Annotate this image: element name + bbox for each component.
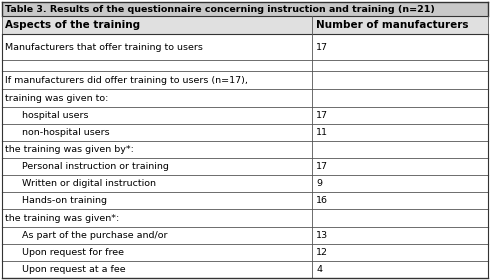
Text: the training was given*:: the training was given*: (5, 214, 119, 223)
Text: Table 3. Results of the questionnaire concerning instruction and training (n=21): Table 3. Results of the questionnaire co… (5, 4, 435, 13)
Text: 17: 17 (316, 111, 328, 120)
Bar (2, 158, 488, 175)
Text: 13: 13 (316, 231, 328, 240)
Bar (2, 124, 488, 141)
Text: 11: 11 (316, 128, 328, 137)
Text: 12: 12 (316, 248, 328, 257)
Text: 17: 17 (316, 43, 328, 52)
Text: Personal instruction or training: Personal instruction or training (22, 162, 169, 171)
Bar (2, 2, 488, 16)
Bar (2, 244, 488, 261)
Bar (2, 209, 488, 227)
Text: Upon request at a fee: Upon request at a fee (22, 265, 125, 274)
Bar (2, 89, 488, 107)
Bar (2, 71, 488, 89)
Text: training was given to:: training was given to: (5, 94, 108, 102)
Bar (2, 261, 488, 278)
Text: Upon request for free: Upon request for free (22, 248, 123, 257)
Bar (2, 16, 488, 34)
Text: non-hospital users: non-hospital users (22, 128, 109, 137)
Text: Manufacturers that offer training to users: Manufacturers that offer training to use… (5, 43, 203, 52)
Text: Written or digital instruction: Written or digital instruction (22, 179, 155, 188)
Text: Hands-on training: Hands-on training (22, 196, 106, 205)
Text: the training was given by*:: the training was given by*: (5, 145, 134, 154)
Text: Aspects of the training: Aspects of the training (5, 20, 140, 30)
Text: As part of the purchase and/or: As part of the purchase and/or (22, 231, 167, 240)
Text: 4: 4 (316, 265, 322, 274)
Text: Number of manufacturers: Number of manufacturers (316, 20, 468, 30)
Text: hospital users: hospital users (22, 111, 88, 120)
Bar (2, 175, 488, 192)
Bar (2, 192, 488, 209)
Bar (2, 107, 488, 124)
Text: 17: 17 (316, 162, 328, 171)
Bar (2, 141, 488, 158)
Bar (2, 227, 488, 244)
Bar (2, 34, 488, 60)
Bar (2, 60, 488, 71)
Text: 16: 16 (316, 196, 328, 205)
Text: 9: 9 (316, 179, 322, 188)
Text: If manufacturers did offer training to users (n=17),: If manufacturers did offer training to u… (5, 76, 248, 85)
